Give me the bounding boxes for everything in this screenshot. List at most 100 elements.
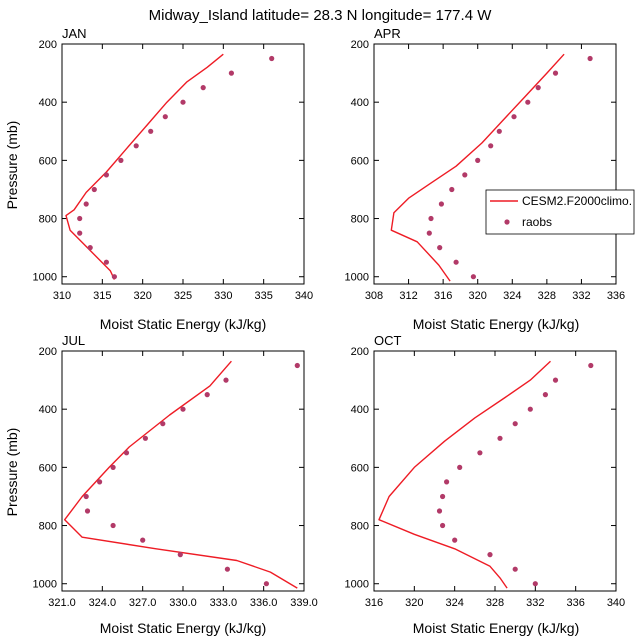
obs-point-jan [91, 186, 97, 193]
x-tick-label-apr: 320 [469, 290, 487, 302]
obs-point-jul [83, 493, 89, 500]
obs-point-jan [118, 157, 124, 163]
x-tick-label-apr: 308 [365, 290, 383, 302]
obs-point-apr [453, 259, 459, 265]
x-tick-label-apr: 332 [572, 290, 590, 302]
obs-point-apr [475, 157, 481, 163]
obs-point-apr [535, 85, 541, 91]
obs-point-jan [103, 172, 109, 178]
model-line-oct [378, 360, 551, 589]
obs-point-jul [177, 552, 183, 558]
obs-point-oct [452, 537, 458, 543]
obs-point-apr [428, 215, 434, 222]
obs-point-oct [497, 435, 503, 441]
obs-point-oct [457, 464, 463, 470]
x-tick-label-jul: 321.0 [48, 597, 76, 609]
obs-point-jan [83, 201, 89, 207]
obs-point-jul [140, 537, 146, 543]
obs-point-oct [532, 581, 538, 587]
ylabel-jul: Pressure (mb) [4, 428, 20, 517]
y-tick-label-jul: 600 [39, 462, 57, 474]
y-tick-label-apr: 1000 [345, 272, 369, 284]
panel-jan: JAN Pressure (mb) Moist Static Energy (k… [4, 26, 313, 332]
y-tick-label-jul: 400 [39, 404, 57, 416]
obs-point-apr [438, 201, 444, 207]
y-tick-label-jan: 800 [39, 214, 57, 226]
xlabel-oct: Moist Static Energy (kJ/kg) [413, 620, 580, 636]
x-tick-label-jul: 330.0 [169, 597, 197, 609]
x-tick-label-jul: 336.0 [250, 597, 278, 609]
obs-point-jan [200, 85, 206, 91]
legend-model-label: CESM2.F2000climo. [522, 194, 632, 208]
obs-point-oct [487, 552, 493, 558]
x-tick-label-oct: 320 [405, 597, 423, 609]
obs-point-jan [148, 128, 154, 134]
obs-point-jul [180, 406, 186, 412]
obs-point-jan [111, 274, 117, 280]
panel-jul: JUL Pressure (mb) Moist Static Energy (k… [4, 333, 318, 636]
obs-point-oct [477, 450, 483, 456]
y-tick-label-jul: 1000 [33, 579, 57, 591]
model-line-jan [65, 53, 224, 280]
obs-point-oct [527, 406, 533, 412]
x-tick-label-apr: 324 [503, 290, 521, 302]
obs-point-apr [488, 143, 494, 149]
obs-point-jul [84, 508, 91, 514]
obs-point-jul [223, 377, 229, 383]
panel-label-oct: OCT [374, 333, 402, 348]
legend-box [485, 189, 635, 235]
obs-point-jan [103, 259, 109, 265]
y-tick-label-apr: 800 [351, 214, 369, 226]
x-tick-label-jan: 320 [133, 290, 151, 302]
obs-point-oct [444, 479, 450, 485]
y-tick-label-jan: 1000 [33, 272, 57, 284]
panel-apr: APR Moist Static Energy (kJ/kg) 308 312 31… [345, 26, 626, 332]
x-tick-label-jan: 330 [214, 290, 232, 302]
y-tick-label-apr: 200 [351, 39, 369, 51]
obs-point-jul [110, 522, 116, 529]
y-tick-label-oct: 1000 [345, 579, 369, 591]
x-tick-label-apr: 312 [399, 290, 417, 302]
model-line-apr [390, 53, 565, 282]
xlabel-jan: Moist Static Energy (kJ/kg) [100, 316, 267, 332]
x-tick-label-jan: 335 [254, 290, 272, 302]
y-tick-label-apr: 400 [351, 97, 369, 109]
obs-point-oct [588, 362, 594, 369]
model-line-jul [63, 360, 298, 589]
x-tick-label-jul: 324.0 [89, 597, 117, 609]
x-tick-label-jan: 340 [295, 290, 313, 302]
obs-point-oct [552, 377, 559, 383]
legend-obs-marker [504, 219, 510, 225]
ylabel-jan: Pressure (mb) [4, 121, 20, 210]
x-tick-label-oct: 324 [445, 597, 463, 609]
y-tick-label-jan: 600 [39, 155, 57, 167]
x-tick-label-oct: 328 [486, 597, 504, 609]
obs-point-jan [87, 245, 93, 251]
obs-point-jan [133, 143, 139, 149]
obs-point-apr [525, 99, 531, 105]
plot-frame-jan [61, 43, 305, 285]
obs-point-apr [437, 245, 443, 251]
x-tick-label-jan: 325 [174, 290, 192, 302]
obs-point-jul [224, 566, 230, 572]
obs-point-apr [587, 55, 593, 62]
plot-frame-apr [373, 43, 617, 285]
obs-point-jul [142, 435, 148, 441]
x-tick-label-jul: 327.0 [129, 597, 157, 609]
obs-point-jul [294, 362, 300, 369]
obs-point-jan [162, 114, 168, 120]
figure-title: Midway_Island latitude= 28.3 N longitude… [149, 7, 493, 24]
obs-point-apr [426, 230, 432, 236]
y-tick-label-oct: 400 [351, 404, 369, 416]
obs-point-jan [228, 70, 234, 76]
obs-point-jul [110, 464, 116, 470]
y-tick-label-oct: 600 [351, 462, 369, 474]
x-tick-label-apr: 328 [538, 290, 556, 302]
obs-point-jul [123, 450, 130, 456]
panel-label-jan: JAN [62, 26, 87, 41]
obs-point-jan [77, 215, 83, 222]
y-tick-label-jan: 400 [39, 97, 57, 109]
y-tick-label-oct: 800 [351, 521, 369, 533]
x-tick-label-jul: 333.0 [210, 597, 238, 609]
